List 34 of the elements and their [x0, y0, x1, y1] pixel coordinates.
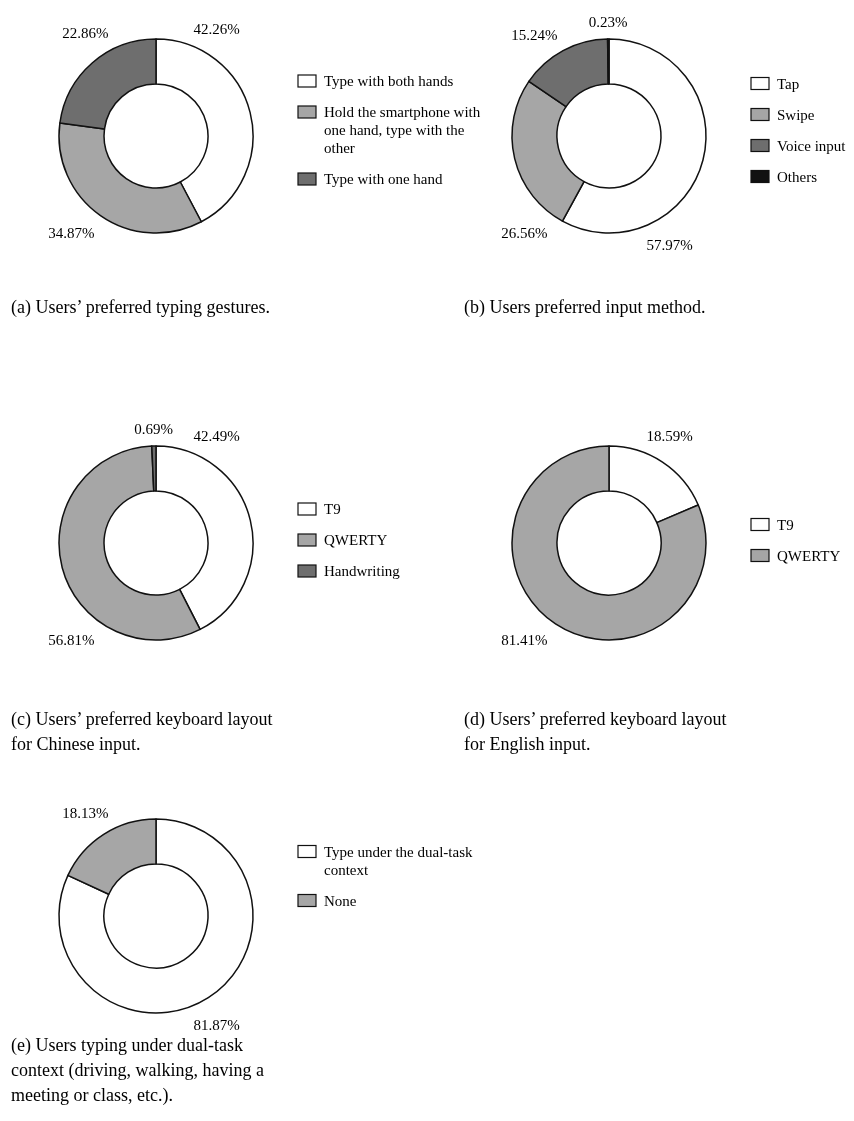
- data-label: 42.49%: [193, 427, 240, 444]
- legend-label: Hold the smartphone with one hand, type with the other: [324, 104, 481, 156]
- data-label: 57.97%: [646, 237, 693, 254]
- legend-label: Voice input: [777, 137, 847, 154]
- data-label: 34.87%: [48, 224, 95, 241]
- data-label: 0.23%: [588, 14, 628, 30]
- legend-label: Type with both hands: [324, 73, 454, 89]
- legend-label: T9: [324, 501, 341, 517]
- text: (c) Users’ preferred keyboard layout for Chinese input.: [11, 709, 273, 754]
- data-label: 56.81%: [48, 631, 95, 648]
- legend-label: QWERTY: [777, 547, 841, 564]
- legend-label: Swipe: [777, 106, 815, 123]
- text: (b) Users preferred input method.: [464, 297, 706, 318]
- data-label: 26.56%: [501, 224, 548, 241]
- text: (d) Users’ preferred keyboard layout for English input.: [464, 709, 727, 754]
- data-label: 15.24%: [511, 26, 558, 43]
- data-label: 18.59%: [646, 427, 693, 444]
- data-label: 81.41%: [501, 631, 548, 648]
- legend-label: None: [324, 892, 357, 909]
- legend-label: Type under the dual-task context: [324, 843, 473, 878]
- text: (e) Users typing under dual-task context (driving, walking, having a meeting or class, etc.).: [11, 1035, 264, 1106]
- data-label: 81.87%: [193, 1017, 240, 1034]
- legend-label: Type with one hand: [324, 171, 444, 187]
- data-label: 18.13%: [62, 804, 109, 821]
- data-label: 22.86%: [62, 24, 109, 41]
- text: (a) Users’ preferred typing gestures.: [11, 297, 271, 318]
- data-label: 0.69%: [134, 421, 174, 438]
- donut-slice: [58, 818, 254, 1014]
- data-label: 42.26%: [193, 20, 240, 37]
- legend-label: Tap: [777, 75, 800, 92]
- legend-label: Others: [777, 168, 818, 185]
- legend-label: T9: [777, 516, 794, 533]
- legend-label: QWERTY: [324, 532, 388, 548]
- legend-label: Handwriting: [324, 563, 401, 579]
